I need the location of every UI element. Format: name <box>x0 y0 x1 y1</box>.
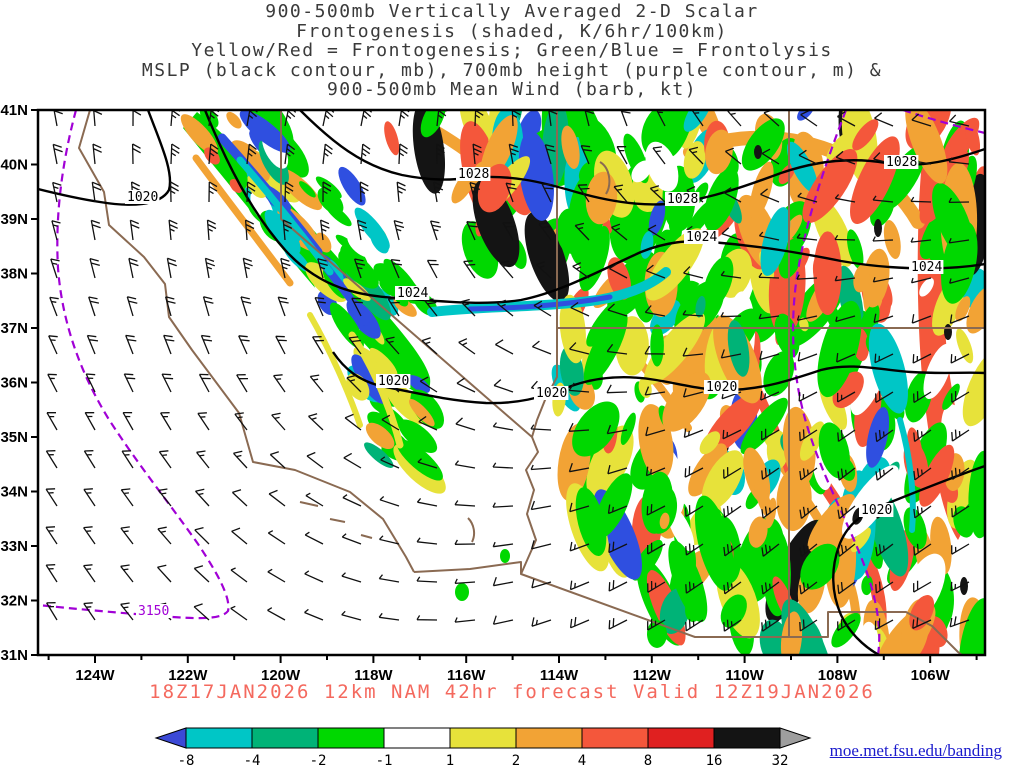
chart-title: 900-500mb Vertically Averaged 2-D Scalar… <box>0 2 1024 100</box>
colorbar-tick-label: 4 <box>578 753 586 768</box>
colorbar-segment <box>647 727 715 749</box>
map-layers: 1020 1028 1028 1028 1024 1024 1024 1020 1020 1020… <box>38 110 985 655</box>
contour-label: 1020 <box>536 386 567 401</box>
colorbar-tick-label: -4 <box>244 753 261 768</box>
contour-label: 1024 <box>911 260 942 275</box>
colorbar-segment <box>251 727 319 749</box>
state-borders <box>78 110 985 655</box>
colorbar-under-arrow <box>154 727 187 749</box>
colorbar-tick-label: -8 <box>178 753 195 768</box>
title-line-2: Frontogenesis (shaded, K/6hr/100km) <box>296 20 728 42</box>
colorbar-segment <box>185 727 253 749</box>
colorbar-segment <box>713 727 781 749</box>
contour-label: 3150 <box>138 604 169 619</box>
mslp-contours <box>38 110 985 655</box>
contour-label: 1024 <box>397 286 428 301</box>
lat-label: 33N <box>0 538 28 555</box>
footer-link[interactable]: moe.met.fsu.edu/banding <box>829 741 1002 760</box>
forecast-caption: 18Z17JAN2026 12km NAM 42hr forecast Vali… <box>149 681 875 703</box>
lat-label: 41N <box>0 102 28 119</box>
contour-label: 1028 <box>886 155 917 170</box>
colorbar-segment <box>317 727 385 749</box>
colorbar-tick-label: 2 <box>512 753 520 768</box>
contour-label: 1020 <box>706 380 737 395</box>
lat-label: 38N <box>0 266 28 283</box>
title-line-1: 900-500mb Vertically Averaged 2-D Scalar <box>265 1 759 22</box>
lat-label: 35N <box>0 429 28 446</box>
colorbar-tick-label: -1 <box>376 753 393 768</box>
title-line-3: Yellow/Red = Frontogenesis; Green/Blue =… <box>191 40 833 61</box>
colorbar-tick-label: -2 <box>310 753 327 768</box>
title-line-4: MSLP (black contour, mb), 700mb height (… <box>141 59 883 81</box>
contour-label: 1024 <box>686 230 717 245</box>
height-contours <box>38 110 985 655</box>
colorbar-tick-label: 8 <box>644 753 652 768</box>
lat-label: 31N <box>0 647 28 664</box>
lat-label: 32N <box>0 593 28 610</box>
colorbar-segment <box>515 727 583 749</box>
colorbar-over-arrow <box>779 727 812 749</box>
colorbar-segment <box>383 727 451 749</box>
contour-label: 1020 <box>378 374 409 389</box>
contour-label: 1020 <box>127 190 158 205</box>
colorbar-tick-label: 16 <box>706 753 723 768</box>
frontogenesis-shading-layer <box>180 110 985 655</box>
contour-label: 1028 <box>667 192 698 207</box>
contour-label: 1028 <box>458 167 489 182</box>
colorbar-tick-label: 1 <box>446 753 454 768</box>
lat-label: 39N <box>0 211 28 228</box>
lat-label: 36N <box>0 375 28 392</box>
title-line-5: 900-500mb Mean Wind (barb, kt) <box>326 79 698 100</box>
lat-label: 40N <box>0 157 28 174</box>
lat-label: 37N <box>0 320 28 337</box>
colorbar-tick-label: 32 <box>772 753 789 768</box>
map-frame <box>36 108 987 657</box>
wind-barbs <box>45 110 970 632</box>
contour-label: 1020 <box>861 503 892 518</box>
lat-label: 34N <box>0 484 28 501</box>
colorbar: -8 -4 -2 -1 1 2 4 8 16 32 <box>154 727 812 768</box>
colorbar-segment <box>581 727 649 749</box>
contour-labels: 1020 1028 1028 1028 1024 1024 1024 1020 1020 1020… <box>125 155 944 619</box>
colorbar-segment <box>449 727 517 749</box>
